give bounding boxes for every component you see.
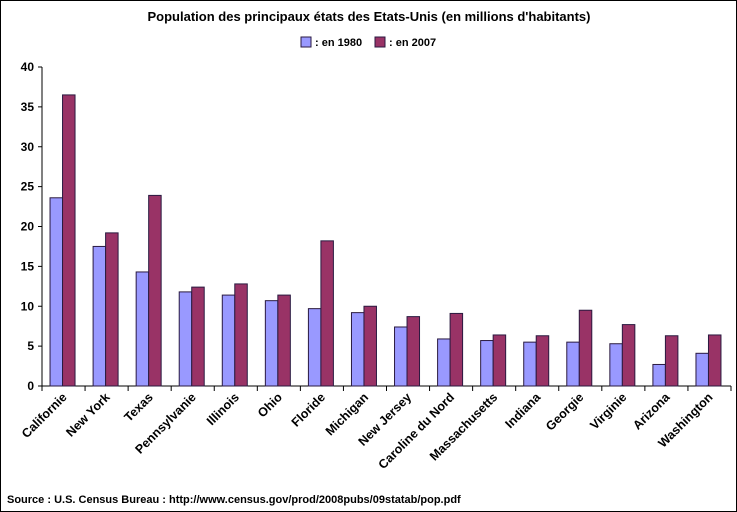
x-tick-label: Georgie: [543, 390, 586, 433]
y-tick-label: 30: [21, 140, 35, 154]
bar-1980: [307, 308, 322, 387]
bar-2007: [406, 316, 421, 387]
bar-2007: [277, 294, 291, 387]
bar-1980: [221, 294, 236, 387]
y-tick-label: 10: [21, 299, 35, 313]
bar-1980: [135, 271, 150, 387]
x-tick-label: New York: [63, 390, 112, 439]
x-tick-label: Californie: [19, 390, 70, 441]
bar-2007: [535, 335, 550, 387]
x-tick-label: Caroline du Nord: [376, 390, 458, 472]
bar-1980: [609, 343, 623, 387]
bar-2007: [105, 232, 119, 387]
bar-2007: [148, 194, 162, 387]
x-tick-label: Virginie: [587, 390, 629, 432]
bar-1980: [437, 338, 451, 387]
y-tick-label: 5: [27, 339, 34, 353]
x-tick-label: Illinois: [204, 390, 242, 428]
bar-2007: [320, 240, 334, 387]
bar-2007: [363, 305, 377, 387]
x-tick-label: Ohio: [255, 390, 285, 420]
x-tick-label: Texas: [121, 390, 155, 424]
bar-2007: [707, 334, 722, 387]
legend-label: : en 1980: [315, 37, 362, 49]
legend-swatch: [374, 36, 386, 48]
bar-1980: [178, 291, 193, 387]
bar-1980: [652, 363, 666, 387]
y-tick-label: 20: [21, 220, 35, 234]
y-tick-label: 25: [21, 180, 35, 194]
bar-2007: [492, 334, 507, 387]
bar-1980: [394, 326, 408, 387]
legend: : en 1980 : en 2007: [300, 36, 436, 49]
bar-2007: [234, 283, 248, 387]
bar-2007: [62, 94, 76, 387]
bar-1980: [49, 197, 64, 387]
y-tick-label: 0: [27, 379, 34, 393]
y-tick-label: 15: [21, 259, 35, 273]
bar-1980: [264, 300, 279, 387]
bar-2007: [449, 312, 464, 387]
x-tick-label: Arizona: [630, 389, 673, 432]
legend-swatch: [300, 36, 312, 48]
legend-label: : en 2007: [389, 37, 436, 49]
bar-1980: [566, 341, 580, 387]
bar-2007: [578, 309, 593, 387]
y-tick-label: 40: [21, 60, 35, 74]
bar-1980: [480, 340, 494, 387]
bar-1980: [92, 245, 107, 387]
source-note: Source : U.S. Census Bureau : http://www…: [7, 494, 461, 506]
chart-title: Population des principaux états des Etat…: [148, 9, 591, 24]
bar-2007: [191, 286, 205, 387]
bar-1980: [350, 312, 365, 387]
y-tick-label: 35: [21, 100, 35, 114]
bar-2007: [621, 324, 636, 387]
bar-2007: [664, 335, 679, 387]
x-tick-label: Floride: [289, 390, 328, 429]
bar-1980: [523, 341, 537, 387]
x-tick-label: Indiana: [502, 389, 544, 431]
bar-1980: [695, 352, 709, 387]
